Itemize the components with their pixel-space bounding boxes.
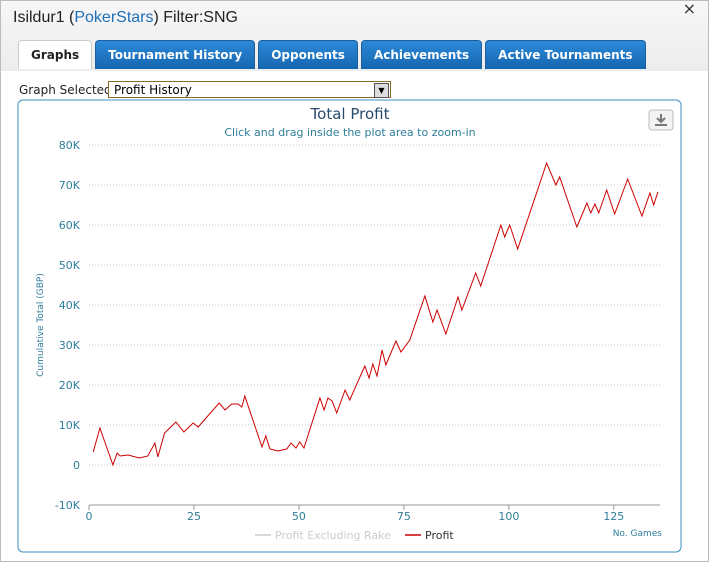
x-tick-label: 50 xyxy=(292,510,306,523)
tab[interactable]: Graphs xyxy=(18,40,93,69)
close-button[interactable]: × xyxy=(682,0,696,18)
y-axis-label: Cumulative Total (GBP) xyxy=(36,273,46,377)
title-part: Isildur1 ( xyxy=(13,9,75,26)
legend-item[interactable]: Profit Excluding Rake xyxy=(255,529,391,542)
x-tick-label: 100 xyxy=(498,510,519,523)
y-tick-label: 20K xyxy=(59,379,81,392)
legend-label: Profit Excluding Rake xyxy=(275,529,391,542)
x-axis-label: No. Games xyxy=(613,529,663,539)
title-part: ) Filter:SNG xyxy=(153,9,238,26)
x-tick-label: 0 xyxy=(86,510,93,523)
x-tick-label: 75 xyxy=(397,510,411,523)
legend-item[interactable]: Profit xyxy=(405,529,454,542)
profit-line xyxy=(92,161,659,467)
chart-panel xyxy=(17,99,682,553)
tab[interactable]: Achievements xyxy=(360,40,483,69)
y-tick-label: 0 xyxy=(73,459,80,472)
tab[interactable]: Opponents xyxy=(258,40,358,69)
download-button[interactable] xyxy=(648,109,674,131)
y-tick-label: 10K xyxy=(59,419,81,432)
tab[interactable]: Tournament History xyxy=(95,40,256,69)
y-tick-label: 50K xyxy=(59,259,81,272)
x-tick-label: 125 xyxy=(603,510,624,523)
selector-label: Graph Selected: xyxy=(19,83,116,97)
site-link[interactable]: PokerStars xyxy=(74,9,154,26)
tab[interactable]: Active Tournaments xyxy=(485,40,646,69)
tab-bar: Graphs Tournament History Opponents Achieve… xyxy=(18,40,646,69)
y-tick-label: 70K xyxy=(59,179,81,192)
legend-label: Profit xyxy=(425,529,454,542)
chart-subtitle: Click and drag inside the plot area to z… xyxy=(224,126,475,139)
y-tick-label: 30K xyxy=(59,339,81,352)
chart-title: Total Profit xyxy=(310,105,390,123)
select-arrow[interactable]: ▼ xyxy=(374,83,389,98)
y-tick-label: 80K xyxy=(59,139,81,152)
graph-select[interactable]: Profit History ▼ xyxy=(108,81,391,98)
dialog-title: Isildur1 (PokerStars) Filter:SNG xyxy=(13,9,238,27)
y-tick-label: 40K xyxy=(59,299,81,312)
y-tick-label: -10K xyxy=(55,499,81,512)
y-tick-label: 60K xyxy=(59,219,81,232)
x-tick-label: 25 xyxy=(187,510,201,523)
select-value: Profit History xyxy=(114,83,192,97)
